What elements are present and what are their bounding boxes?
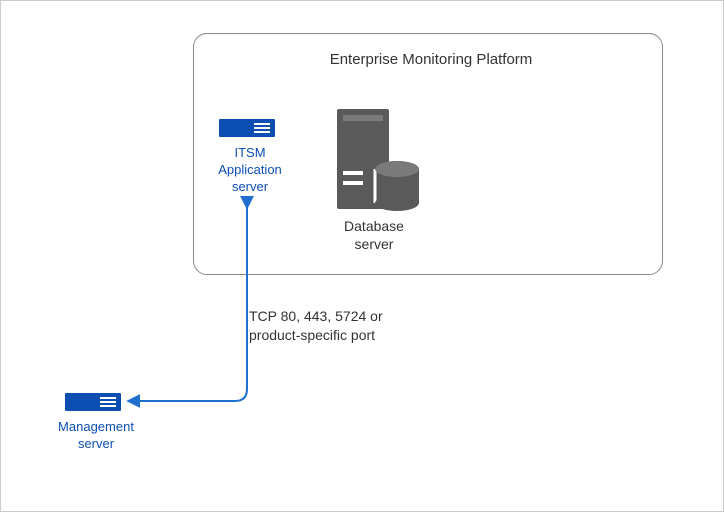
management-server-label: Managementserver [51, 419, 141, 453]
database-server-icon [331, 109, 431, 219]
itsm-server-label: ITSMApplicationserver [210, 145, 290, 196]
connection-label: TCP 80, 443, 5724 orproduct-specific por… [249, 307, 449, 345]
database-server-label: Databaseserver [329, 217, 419, 253]
management-server-icon [65, 393, 121, 411]
diagram-canvas: Enterprise Monitoring Platform ITSMAppli… [0, 0, 724, 512]
platform-title: Enterprise Monitoring Platform [291, 51, 571, 68]
itsm-server-icon [219, 119, 275, 137]
